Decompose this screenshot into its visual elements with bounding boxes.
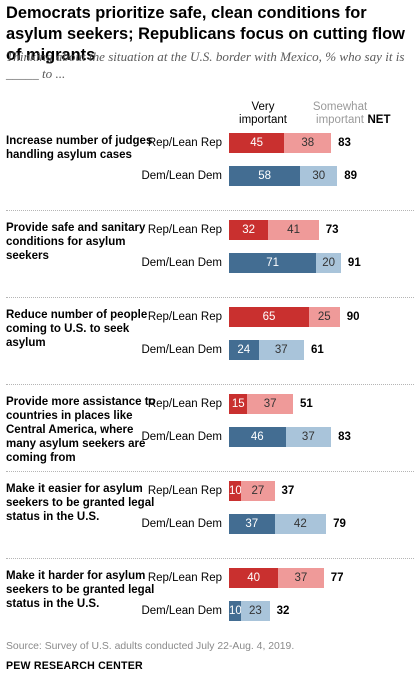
group-label-dem-lean-dem: Dem/Lean Dem <box>141 518 222 530</box>
chart-subtitle: Thinking about the situation at the U.S.… <box>6 49 405 81</box>
bar-somewhat-important: 27 <box>241 481 275 501</box>
group-label-dem-lean-dem: Dem/Lean Dem <box>141 431 222 443</box>
net-value: 83 <box>338 137 351 149</box>
item-divider <box>6 297 414 298</box>
net-value: 51 <box>299 398 313 410</box>
bar-very-important: 46 <box>229 427 286 447</box>
bar-somewhat-important: 37 <box>278 568 324 588</box>
group-label-dem-lean-dem: Dem/Lean Dem <box>141 170 222 182</box>
bar-very-important: 10 <box>229 481 242 501</box>
item-divider <box>6 558 414 559</box>
bar-somewhat-important: 41 <box>268 220 319 240</box>
group-label-dem-lean-dem: Dem/Lean Dem <box>141 605 222 617</box>
net-value: 37 <box>281 485 295 497</box>
bar-somewhat-important: 42 <box>274 514 327 534</box>
bar-very-important: 40 <box>229 568 279 588</box>
net-value: 77 <box>330 572 344 584</box>
organization-name: PEW RESEARCH CENTER <box>6 660 143 672</box>
net-value: 90 <box>346 311 360 323</box>
group-label-rep-lean-rep: Rep/Lean Rep <box>147 485 222 497</box>
net-value: 61 <box>311 344 324 356</box>
item-label: Provide more assistance to countries in … <box>6 396 156 464</box>
bar-somewhat-important: 38 <box>284 133 332 153</box>
net-value: 91 <box>347 257 361 269</box>
bar-somewhat-important: 37 <box>258 340 305 360</box>
bar-somewhat-important: 23 <box>241 601 270 621</box>
bar-somewhat-important: 25 <box>308 307 340 327</box>
bar-very-important: 65 <box>229 307 309 327</box>
group-label-rep-lean-rep: Rep/Lean Rep <box>147 572 222 584</box>
item-label: Make it easier for asylum seekers to be … <box>6 483 155 523</box>
bar-very-important: 15 <box>229 394 248 414</box>
bar-very-important: 37 <box>229 514 275 534</box>
net-value: 89 <box>344 170 358 182</box>
bar-somewhat-important: 37 <box>247 394 293 414</box>
bar-very-important: 45 <box>229 133 285 153</box>
item-divider <box>6 384 414 385</box>
group-label-dem-lean-dem: Dem/Lean Dem <box>141 344 222 356</box>
source-note: Source: Survey of U.S. adults conducted … <box>6 641 295 652</box>
net-value: 83 <box>338 431 351 443</box>
bar-very-important: 71 <box>229 253 317 273</box>
header-somewhat-important: Somewhat important <box>312 101 368 126</box>
item-label: Reduce number of people coming to U.S. t… <box>6 309 148 349</box>
group-label-rep-lean-rep: Rep/Lean Rep <box>147 311 222 323</box>
item-divider <box>6 471 414 472</box>
group-label-rep-lean-rep: Rep/Lean Rep <box>147 224 222 236</box>
item-label: Provide safe and sanitary conditions for… <box>6 222 146 262</box>
bar-somewhat-important: 37 <box>285 427 332 447</box>
group-label-rep-lean-rep: Rep/Lean Rep <box>147 398 222 410</box>
net-value: 79 <box>333 518 346 530</box>
header-very-important: Very important <box>239 101 287 126</box>
net-value: 73 <box>325 224 339 236</box>
net-value: 32 <box>276 605 290 617</box>
bar-somewhat-important: 30 <box>300 166 338 186</box>
item-label: Increase number of judges handling asylu… <box>6 135 153 161</box>
item-label: Make it harder for asylum seekers to be … <box>6 570 155 610</box>
bar-very-important: 24 <box>229 340 259 360</box>
bar-very-important: 10 <box>229 601 242 621</box>
chart-title: Democrats prioritize safe, clean conditi… <box>6 4 405 64</box>
bar-somewhat-important: 20 <box>316 253 341 273</box>
header-net: NET <box>367 114 391 126</box>
group-label-rep-lean-rep: Rep/Lean Rep <box>147 137 222 149</box>
bar-very-important: 58 <box>229 166 301 186</box>
item-divider <box>6 210 414 211</box>
bar-very-important: 32 <box>229 220 269 240</box>
group-label-dem-lean-dem: Dem/Lean Dem <box>141 257 222 269</box>
